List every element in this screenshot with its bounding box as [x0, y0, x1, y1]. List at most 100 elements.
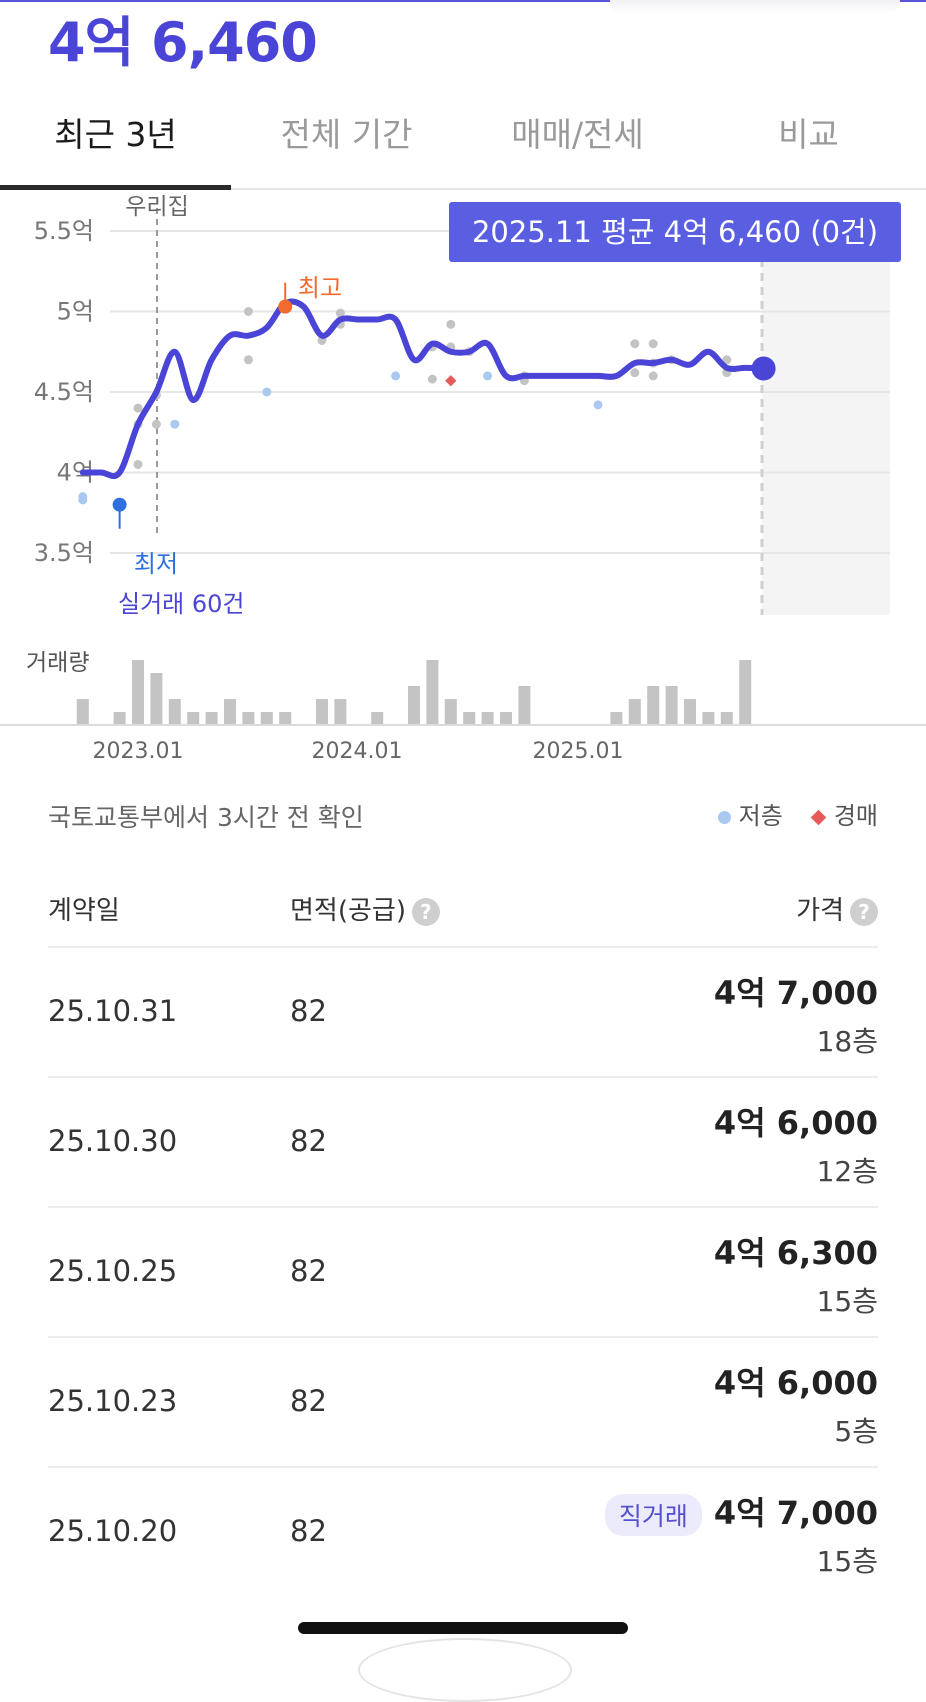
price-value: 4억 7,000 — [713, 974, 878, 1012]
tab-compare[interactable]: 비교 — [778, 115, 839, 154]
volume-bar — [684, 699, 696, 725]
volume-bar — [610, 712, 623, 725]
table-row[interactable]: 25.10.23 82 4억 6,000 5층 — [48, 1338, 878, 1468]
area-value: 82 — [290, 994, 327, 1028]
tab-recent-3-years[interactable]: 최근 3년 — [54, 115, 177, 154]
y-tick-label: 5억 — [57, 298, 94, 326]
top-card-edge — [610, 0, 900, 14]
price-value: 4억 6,000 — [713, 1364, 878, 1402]
floor-value: 5층 — [834, 1415, 878, 1448]
volume-bar — [334, 699, 347, 725]
header-price: 가격? — [796, 890, 878, 927]
tab-sale-jeonse[interactable]: 매매/전세 — [511, 115, 644, 154]
volume-bar — [647, 686, 660, 725]
low-floor-point — [391, 371, 401, 381]
low-floor-point — [78, 495, 88, 505]
future-shade — [762, 245, 890, 615]
deal-point — [243, 355, 253, 365]
header-area: 면적(공급)? — [290, 890, 440, 927]
area-value: 82 — [290, 1514, 327, 1548]
price-tooltip: 2025.11 평균 4억 6,460 (0건) — [449, 202, 901, 262]
deal-point — [630, 368, 640, 378]
volume-bar — [463, 712, 476, 725]
volume-bar — [720, 712, 733, 725]
volume-bar — [224, 699, 236, 725]
price-help-icon[interactable]: ? — [850, 897, 878, 926]
contract-date: 25.10.30 — [48, 1124, 178, 1158]
area-value: 82 — [290, 1254, 327, 1288]
floor-value: 15층 — [816, 1545, 878, 1578]
low-floor-dot-icon — [717, 810, 731, 824]
top-accent-line — [0, 0, 926, 2]
deal-point — [630, 339, 640, 349]
high-marker — [278, 299, 293, 314]
table-row[interactable]: 25.10.25 82 4억 6,300 15층 — [48, 1208, 878, 1338]
legend-low-floor: 저층 — [738, 802, 783, 830]
volume-bar — [113, 712, 126, 725]
price-value: 4억 6,300 — [713, 1234, 878, 1272]
table-row[interactable]: 25.10.30 82 4억 6,000 12층 — [48, 1078, 878, 1208]
floor-value: 18층 — [816, 1025, 878, 1058]
area-value: 82 — [290, 1384, 327, 1418]
table-row[interactable]: 25.10.31 82 4억 7,000 18층 — [48, 948, 878, 1078]
y-tick-label: 3.5억 — [34, 539, 94, 567]
low-floor-point — [262, 387, 272, 397]
deal-point — [446, 319, 456, 329]
volume-bar — [371, 712, 384, 725]
home-marker-label: 우리집 — [125, 194, 188, 220]
volume-bar — [150, 673, 163, 725]
header-area-label: 면적(공급) — [290, 896, 406, 926]
deal-point — [648, 339, 658, 349]
volume-bar — [518, 686, 531, 725]
volume-bar — [132, 660, 144, 725]
deal-point — [427, 374, 437, 384]
deal-point — [243, 307, 253, 316]
volume-bar — [168, 699, 181, 725]
deal-point — [133, 403, 143, 413]
active-tab-indicator — [0, 185, 231, 190]
deal-point — [722, 355, 732, 365]
price-value: 직거래 4억 7,000 — [604, 1488, 878, 1536]
volume-bar — [739, 660, 752, 725]
y-tick-label: 4.5억 — [34, 378, 94, 406]
price-text: 4억 7,000 — [713, 1494, 878, 1532]
high-label: 최고 — [298, 274, 342, 302]
volume-bar — [279, 712, 292, 725]
low-label: 최저 — [134, 550, 178, 578]
volume-bar — [481, 712, 494, 725]
contract-date: 25.10.25 — [48, 1254, 178, 1288]
volume-bar — [260, 712, 273, 725]
tab-all-period[interactable]: 전체 기간 — [280, 115, 413, 154]
header-contract-date: 계약일 — [48, 896, 120, 926]
legend-auction: 경매 — [833, 802, 878, 830]
deal-point — [648, 371, 658, 381]
contract-date: 25.10.20 — [48, 1514, 178, 1548]
deal-point — [133, 459, 143, 469]
table-row[interactable]: 25.10.20 82 직거래 4억 7,000 15층 — [48, 1468, 878, 1596]
volume-bar — [408, 686, 420, 725]
x-tick-label: 2024.01 — [312, 739, 403, 764]
period-tabs: 최근 3년 전체 기간 매매/전세 비교 — [0, 96, 926, 190]
deal-count-label: 실거래 60건 — [118, 590, 245, 618]
floor-value: 12층 — [816, 1155, 878, 1188]
volume-bar — [665, 686, 678, 725]
bottom-sheet-edge — [358, 1638, 572, 1702]
contract-date: 25.10.23 — [48, 1384, 178, 1418]
y-tick-label: 5.5억 — [34, 217, 94, 245]
area-value: 82 — [290, 1124, 327, 1158]
header-price-label: 가격 — [796, 896, 844, 926]
volume-bar — [426, 660, 439, 725]
floor-value: 15층 — [816, 1285, 878, 1318]
auction-diamond-icon — [810, 809, 827, 825]
volume-bar — [628, 699, 641, 725]
home-indicator[interactable] — [298, 1622, 628, 1634]
current-average-price: 4억 6,460 — [48, 11, 318, 74]
volume-bar — [205, 712, 218, 725]
area-help-icon[interactable]: ? — [411, 897, 440, 926]
volume-bar — [316, 699, 328, 725]
table-header: 계약일 면적(공급)? 가격? — [48, 882, 878, 948]
auction-point — [445, 375, 457, 387]
chart-legend: 저층 경매 — [717, 796, 878, 831]
volume-label: 거래량 — [26, 650, 89, 676]
